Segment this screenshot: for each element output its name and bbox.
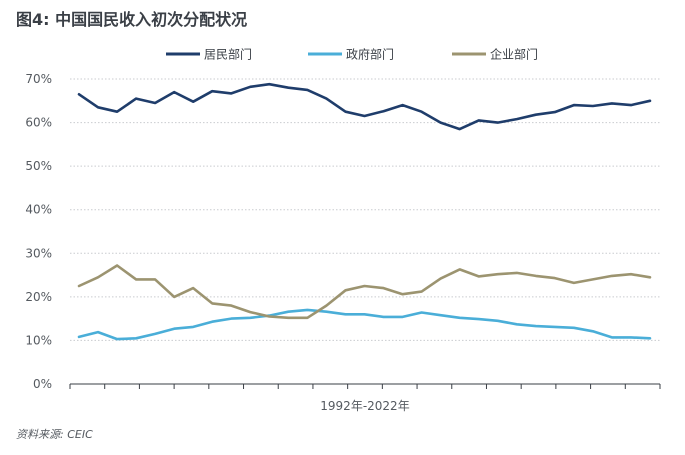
series-line-0 — [77, 82, 652, 131]
y-tick-label: 30% — [25, 246, 52, 260]
series-line-2 — [77, 264, 652, 320]
y-tick-label: 40% — [25, 203, 52, 217]
y-tick-label: 10% — [25, 333, 52, 347]
series-lines — [77, 82, 652, 341]
series-line-1 — [77, 308, 652, 341]
x-axis — [69, 383, 661, 389]
x-axis-label: 1992年-2022年 — [320, 399, 409, 413]
legend-label-1: 政府部门 — [346, 47, 394, 62]
figure-title: 图4: 中国国民收入初次分配状况 — [16, 10, 248, 29]
gridlines — [70, 78, 660, 341]
legend: 居民部门 政府部门 企业部门 — [166, 47, 538, 62]
legend-label-0: 居民部门 — [204, 47, 252, 62]
y-axis-ticks: 0% 10% 20% 30% 40% 50% 60% 70% — [25, 72, 52, 391]
y-tick-label: 50% — [25, 159, 52, 173]
y-tick-label: 0% — [33, 377, 52, 391]
y-tick-label: 60% — [25, 116, 52, 130]
legend-label-2: 企业部门 — [490, 47, 538, 62]
y-tick-label: 20% — [25, 290, 52, 304]
y-tick-label: 70% — [25, 72, 52, 86]
source-note: 资料来源: CEIC — [16, 428, 93, 441]
